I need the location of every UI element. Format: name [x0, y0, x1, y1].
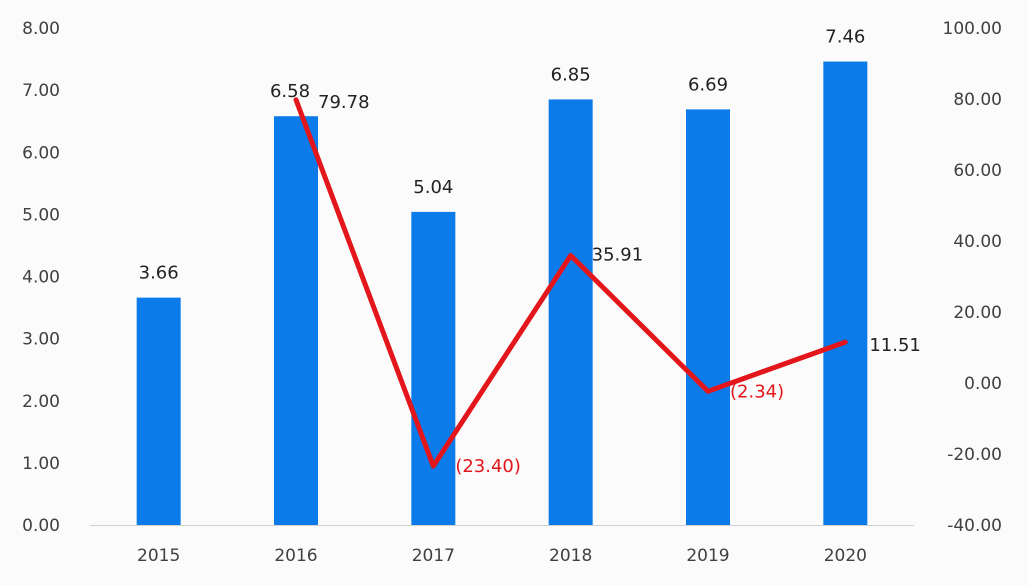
bar-value-label: 6.69 [688, 74, 728, 95]
bar [274, 116, 318, 525]
line-value-label: (2.34) [730, 381, 784, 402]
bar-value-label: 7.46 [825, 27, 865, 48]
line-value-label: 79.78 [318, 92, 370, 113]
y-right-tick-label: 60.00 [953, 161, 1002, 181]
x-tick-label: 2015 [137, 546, 180, 566]
y-left-tick-label: 5.00 [22, 205, 60, 225]
y-left-tick-label: 4.00 [22, 268, 60, 288]
x-tick-label: 2017 [412, 546, 455, 566]
line-value-label: 35.91 [592, 245, 644, 266]
line-value-label: 11.51 [869, 335, 921, 356]
y-left-tick-label: 2.00 [22, 392, 60, 412]
line-series [293, 97, 848, 469]
bar [411, 211, 456, 525]
y-left-tick-label: 0.00 [22, 516, 60, 536]
y-right-tick-label: 80.00 [953, 90, 1002, 110]
x-tick-label: 2019 [686, 546, 729, 566]
y-left-tick-label: 3.00 [22, 330, 60, 350]
bar [823, 61, 868, 526]
y-right-tick-label: -40.00 [947, 516, 1002, 536]
x-tick-label: 2018 [549, 546, 592, 566]
line-value-label: (23.40) [455, 456, 521, 477]
bar-value-label: 3.66 [139, 263, 179, 284]
y-right-tick-label: 0.00 [964, 374, 1002, 394]
bar [686, 109, 730, 525]
bar [136, 297, 181, 525]
y-right-tick-label: -20.00 [947, 445, 1002, 465]
y-right-tick-label: 40.00 [953, 232, 1002, 252]
bar-value-label: 6.58 [270, 81, 310, 102]
y-right-tick-label: 20.00 [953, 303, 1002, 323]
bar-value-label: 5.04 [413, 177, 453, 198]
y-left-tick-label: 7.00 [22, 81, 60, 101]
x-tick-label: 2016 [274, 546, 317, 566]
x-tick-label: 2020 [824, 546, 867, 566]
y-left-tick-label: 6.00 [22, 143, 60, 163]
bar-value-label: 6.85 [551, 64, 591, 85]
y-left-tick-label: 1.00 [22, 454, 60, 474]
bar [548, 99, 593, 525]
y-right-tick-label: 100.00 [943, 19, 1002, 39]
y-left-tick-label: 8.00 [22, 19, 60, 39]
